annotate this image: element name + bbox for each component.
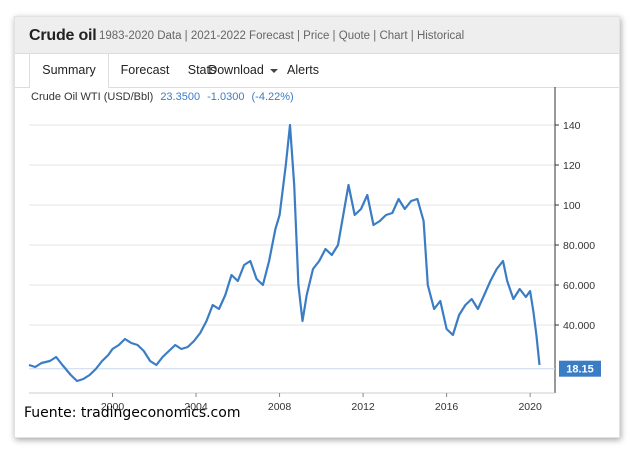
x-tick-label: 2000: [101, 401, 125, 413]
price-chart: 40.000 60.000 80.000 100 120 140 2000 2004 2008 2…: [28, 87, 601, 413]
y-tick-label: 140: [563, 120, 581, 132]
last-value-label: 18.15: [566, 364, 594, 376]
tab-forecast-label: Forecast: [120, 63, 170, 77]
source-note: Fuente: tradingeconomics.com: [24, 405, 241, 421]
tab-download-label: Download: [208, 63, 264, 77]
y-tick-label: 100: [563, 200, 581, 212]
quote-price: 23.3500: [160, 91, 201, 103]
page-title: Crude oil: [29, 27, 97, 44]
quote-change-pct: (-4.22%): [251, 91, 294, 103]
tab-stats[interactable]: Stats: [181, 54, 223, 86]
chevron-down-icon: [269, 68, 278, 73]
quote-change: -1.0300: [207, 91, 245, 103]
tab-summary-label: Summary: [42, 63, 96, 77]
y-tick-label: 60.000: [563, 280, 595, 292]
quote-name: Crude Oil WTI (USD/Bbl): [31, 91, 154, 103]
breadcrumb[interactable]: 1983-2020 Data | 2021-2022 Forecast | Pr…: [99, 30, 465, 42]
tab-download[interactable]: Download: [205, 54, 281, 86]
tab-summary[interactable]: Summary: [29, 54, 109, 88]
x-tick-label: 2008: [268, 401, 292, 413]
tab-forecast[interactable]: Forecast: [109, 54, 181, 86]
header-bar: Crude oil 1983-2020 Data | 2021-2022 For…: [15, 17, 619, 54]
last-value-tag: [559, 360, 601, 377]
y-tick-label: 120: [563, 160, 581, 172]
x-tick-label: 2004: [184, 401, 208, 413]
chart-widget: Crude oil 1983-2020 Data | 2021-2022 For…: [14, 16, 620, 438]
tab-alerts[interactable]: Alerts: [281, 54, 325, 86]
tab-bar: Summary Forecast Stats Download Alerts: [15, 54, 619, 88]
tab-alerts-label: Alerts: [287, 63, 319, 77]
price-series-line: [28, 123, 541, 383]
x-tick-label: 2020: [518, 401, 542, 413]
x-tick-label: 2012: [351, 401, 375, 413]
y-tick-label: 80.000: [563, 240, 595, 252]
quote-line: Crude Oil WTI (USD/Bbl) 23.3500 -1.0300 …: [31, 91, 294, 103]
x-tick-label: 2016: [435, 401, 459, 413]
tab-stats-label: Stats: [187, 63, 217, 77]
y-tick-label: 40.000: [563, 320, 595, 332]
